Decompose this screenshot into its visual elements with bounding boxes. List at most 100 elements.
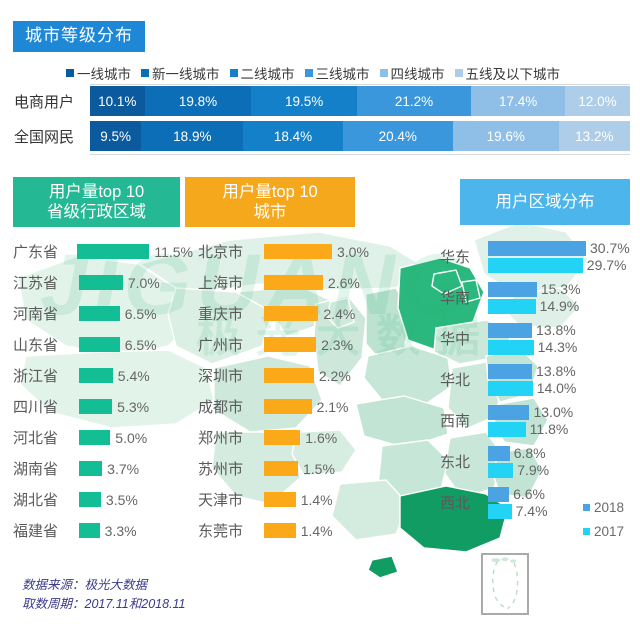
rank-list-row: 河北省 5.0% — [13, 422, 193, 453]
chart-axis-line-top — [90, 84, 630, 85]
year-legend-label: 2018 — [594, 500, 625, 515]
region-bar-line: 29.7% — [488, 257, 640, 273]
rank-list-row: 天津市 1.4% — [198, 484, 378, 515]
tier-legend-label: 新一线城市 — [152, 67, 220, 82]
rank-list-row-name: 苏州市 — [198, 461, 244, 478]
province-rank-list: 广东省 11.5% 江苏省 7.0% 河南省 6.5% 山东省 6.5% 浙江省 5.4% 四川省 5… — [13, 236, 193, 546]
region-row: 华中 13.8% 14.3% — [440, 318, 640, 359]
rank-list-row: 上海市 2.6% — [198, 267, 378, 298]
rank-list-value: 5.4% — [117, 367, 150, 384]
tier-legend-swatch-icon — [304, 69, 313, 77]
rank-list-row: 湖北省 3.5% — [13, 484, 193, 515]
tier-legend-item: 二线城市 — [229, 63, 295, 83]
region-bar-value: 6.8% — [513, 445, 546, 461]
rank-list-bar — [264, 523, 296, 538]
region-bar-group: 13.8% 14.0% — [488, 363, 640, 396]
rank-list-bar-track: 11.5% — [77, 244, 193, 260]
region-bar-2017 — [488, 380, 533, 396]
region-bar-2018 — [488, 322, 533, 338]
rank-list-value: 3.7% — [107, 460, 140, 477]
region-row: 华北 13.8% 14.0% — [440, 359, 640, 400]
stacked-bar-segment: 20.4% — [342, 121, 453, 151]
chart-axis-line-bottom — [90, 154, 630, 155]
rank-list-bar-track: 1.4% — [264, 492, 378, 508]
stacked-bar-segment: 10.1% — [90, 86, 145, 116]
region-bar-line: 15.3% — [488, 281, 640, 297]
region-bar-line: 13.8% — [488, 363, 640, 379]
footer-source-line1: 数据来源：极光大数据 — [22, 578, 148, 592]
rank-list-row: 福建省 3.3% — [13, 515, 193, 546]
rank-list-bar — [79, 337, 120, 352]
region-bar-group: 13.8% 14.3% — [488, 322, 640, 355]
region-bar-value: 14.9% — [539, 298, 580, 314]
region-bar-line: 7.9% — [488, 462, 640, 478]
rank-list-value: 6.5% — [124, 336, 157, 353]
region-bar-group: 13.0% 11.8% — [488, 404, 640, 437]
stacked-bar-segment: 18.4% — [243, 121, 343, 151]
tier-legend-label: 一线城市 — [77, 67, 131, 82]
rank-list-row-name: 重庆市 — [198, 306, 244, 323]
rank-list-bar-track: 1.6% — [264, 430, 378, 446]
footer-period-line2: 取数周期：2017.11和2018.11 — [22, 597, 186, 611]
rank-list-value: 5.0% — [115, 429, 148, 446]
rank-list-bar-track: 2.4% — [264, 306, 378, 322]
region-bar-value: 15.3% — [540, 281, 581, 297]
rank-list-row: 河南省 6.5% — [13, 298, 193, 329]
rank-list-row: 山东省 6.5% — [13, 329, 193, 360]
region-bar-line: 11.8% — [488, 421, 640, 437]
rank-list-value: 2.6% — [327, 274, 360, 291]
rank-list-bar-track: 6.5% — [79, 337, 193, 353]
region-bar-line: 30.7% — [488, 240, 640, 256]
rank-list-value: 2.3% — [321, 336, 354, 353]
rank-list-bar — [79, 368, 113, 383]
rank-list-row: 广东省 11.5% — [13, 236, 193, 267]
stacked-bar-segment: 13.2% — [558, 121, 630, 151]
rank-list-bar — [264, 306, 319, 321]
region-bar-group: 30.7% 29.7% — [488, 240, 640, 273]
rank-list-row-name: 河北省 — [13, 430, 59, 447]
stacked-bar-segment: 12.0% — [565, 86, 630, 116]
rank-list-row-name: 福建省 — [13, 523, 59, 540]
rank-list-value: 1.5% — [303, 460, 335, 477]
region-bar-line: 13.0% — [488, 404, 640, 420]
rank-list-value: 3.5% — [105, 491, 138, 508]
city-tier-stacked-chart: 电商用户 10.1% 19.8% 19.5% 21.2% 17.4% 12.0% 全国网民 9.… — [0, 86, 640, 156]
stacked-bar-segment: 19.6% — [452, 121, 559, 151]
stacked-bar-segment: 18.9% — [141, 121, 244, 151]
rank-list-row: 广州市 2.3% — [198, 329, 378, 360]
rank-list-bar — [264, 492, 296, 507]
rank-list-bar — [264, 368, 314, 383]
rank-list-row: 成都市 2.1% — [198, 391, 378, 422]
tier-legend-item: 新一线城市 — [141, 63, 220, 83]
region-row-name: 西南 — [440, 413, 471, 430]
rank-list-bar — [264, 337, 317, 352]
region-bar-value: 7.9% — [517, 462, 550, 478]
rank-list-bar — [264, 430, 301, 445]
rank-list-bar-track: 7.0% — [79, 275, 193, 291]
region-bar-value: 30.7% — [590, 240, 630, 256]
rank-list-bar — [79, 523, 100, 538]
footer-source: 数据来源：极光大数据 取数周期：2017.11和2018.11 — [22, 576, 186, 614]
stacked-bar-track: 10.1% 19.8% 19.5% 21.2% 17.4% 12.0% — [90, 86, 630, 116]
region-bar-value: 6.6% — [513, 486, 545, 502]
stacked-bar-segment: 9.5% — [90, 121, 142, 151]
rank-list-row-name: 上海市 — [198, 275, 244, 292]
rank-list-row-name: 湖北省 — [13, 492, 59, 509]
section-header-regions: 用户区域分布 — [460, 179, 630, 225]
region-bar-line: 6.8% — [488, 445, 640, 461]
stacked-bar-segment: 19.8% — [144, 86, 252, 116]
region-bar-2017 — [488, 421, 526, 437]
rank-list-bar — [264, 244, 332, 259]
stacked-bar-row: 全国网民 9.5% 18.9% 18.4% 20.4% 19.6% 13.2% — [0, 121, 640, 151]
rank-list-bar — [79, 492, 101, 507]
rank-list-value: 7.0% — [127, 274, 160, 291]
region-bar-group: 15.3% 14.9% — [488, 281, 640, 314]
tier-legend-swatch-icon — [379, 69, 388, 77]
rank-list-row-name: 东莞市 — [198, 523, 244, 540]
stacked-bar-row: 电商用户 10.1% 19.8% 19.5% 21.2% 17.4% 12.0% — [0, 86, 640, 116]
section-header-cities-line1: 用户量top 10 — [222, 183, 318, 201]
tier-legend-item: 一线城市 — [66, 63, 131, 83]
rank-list-bar — [264, 399, 312, 414]
region-row-name: 华北 — [440, 372, 471, 389]
region-bar-value: 11.8% — [529, 421, 569, 437]
